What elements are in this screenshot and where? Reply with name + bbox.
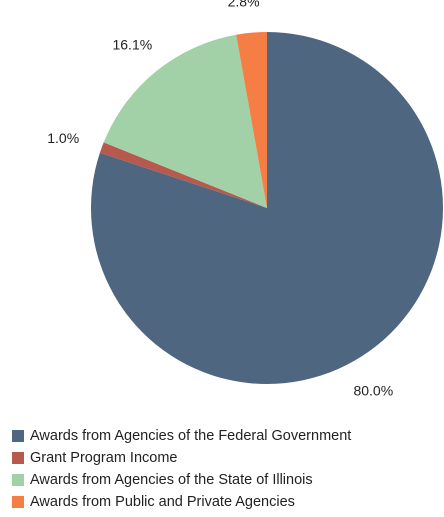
legend-swatch: [12, 430, 24, 442]
pie-slice: [99, 142, 267, 208]
legend-swatch: [12, 496, 24, 508]
slice-data-label: 16.1%: [112, 36, 152, 52]
slice-data-label: 1.0%: [47, 130, 79, 146]
legend-item: Awards from Agencies of the State of Ill…: [12, 469, 351, 491]
legend-item: Awards from Public and Private Agencies: [12, 491, 351, 513]
pie-slice: [103, 34, 267, 208]
pie-slices: [91, 32, 444, 385]
legend-label: Awards from Agencies of the State of Ill…: [30, 472, 313, 488]
legend-label: Awards from Agencies of the Federal Gove…: [30, 428, 352, 444]
legend-item: Grant Program Income: [12, 447, 351, 469]
legend-label: Awards from Public and Private Agencies: [30, 494, 295, 510]
legend-swatch: [12, 474, 24, 486]
slice-data-label: 2.8%: [228, 0, 260, 9]
pie-chart: 80.0% 1.0% 16.1% 2.8%: [47, 0, 444, 398]
pie-slice: [91, 32, 444, 385]
legend-label: Grant Program Income: [30, 450, 178, 466]
legend-swatch: [12, 452, 24, 464]
chart-legend: Awards from Agencies of the Federal Gove…: [12, 425, 351, 513]
pie-slice: [236, 32, 267, 208]
slice-labels: 80.0% 1.0% 16.1% 2.8%: [47, 0, 393, 398]
legend-item: Awards from Agencies of the Federal Gove…: [12, 425, 351, 447]
slice-data-label: 80.0%: [353, 382, 393, 398]
